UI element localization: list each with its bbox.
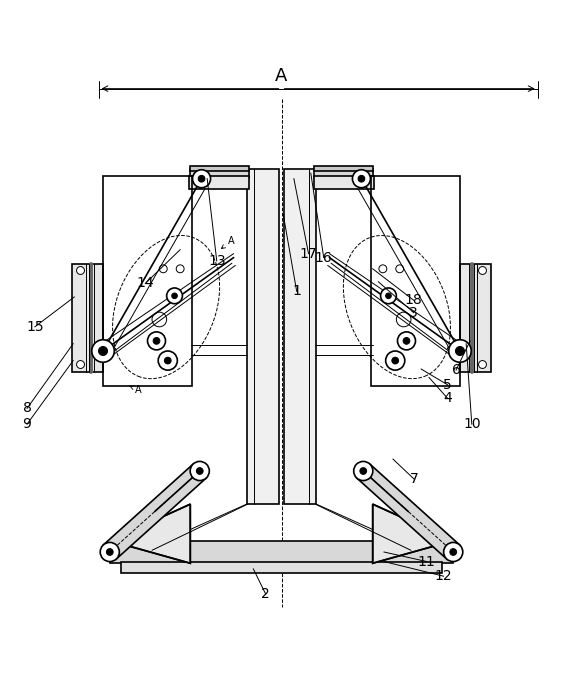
Circle shape [381,288,396,304]
Bar [247,169,279,504]
Circle shape [386,293,391,299]
Polygon shape [357,464,459,559]
Circle shape [358,175,365,182]
Circle shape [153,337,160,344]
Bar [314,169,373,177]
Bar [371,177,460,386]
Circle shape [77,267,84,274]
Text: 2: 2 [261,587,270,602]
Circle shape [455,346,464,356]
Text: 7: 7 [409,472,418,486]
Text: 13: 13 [208,254,226,268]
Circle shape [352,170,370,188]
Circle shape [158,351,177,370]
Circle shape [479,360,486,369]
Circle shape [444,543,463,561]
Circle shape [386,351,405,370]
Bar [460,264,491,372]
Bar [189,177,249,189]
Text: 3: 3 [409,306,418,319]
Text: 14: 14 [136,277,154,290]
Circle shape [167,288,182,304]
Text: A: A [275,67,288,85]
Circle shape [397,332,415,350]
Text: A: A [129,385,142,395]
Circle shape [403,337,410,344]
Circle shape [99,346,108,356]
Polygon shape [104,464,206,559]
Text: 8: 8 [23,401,32,415]
Circle shape [92,340,114,362]
Bar [121,561,442,573]
Bar [314,177,374,189]
Circle shape [196,468,203,475]
Text: 1: 1 [292,284,301,298]
Bar [72,264,103,372]
Text: 17: 17 [300,247,318,261]
Bar [314,166,373,171]
Text: 15: 15 [26,319,44,334]
Polygon shape [110,504,190,563]
Bar [110,541,453,563]
Text: A: A [221,236,235,249]
Text: 12: 12 [435,569,453,584]
Circle shape [193,170,211,188]
Text: 4: 4 [443,392,452,405]
Circle shape [198,175,205,182]
Circle shape [77,360,84,369]
Circle shape [360,468,367,475]
Text: 11: 11 [418,554,436,568]
Bar [190,166,249,171]
Circle shape [106,549,113,555]
Text: 16: 16 [315,251,333,265]
Text: 9: 9 [23,417,32,431]
Bar [284,169,316,504]
Circle shape [100,543,119,561]
Text: 10: 10 [463,417,481,431]
Circle shape [190,462,209,480]
Circle shape [172,293,177,299]
Circle shape [479,267,486,274]
Text: 6: 6 [452,363,461,377]
Text: 18: 18 [405,293,423,307]
Circle shape [450,549,457,555]
Circle shape [449,340,471,362]
Circle shape [148,332,166,350]
Bar [103,177,192,386]
Polygon shape [373,504,453,563]
Circle shape [392,357,399,364]
Circle shape [354,462,373,480]
Bar [190,169,249,177]
Circle shape [164,357,171,364]
Text: 5: 5 [443,378,452,392]
